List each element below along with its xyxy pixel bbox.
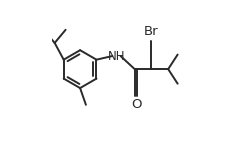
Text: NH: NH (108, 50, 125, 62)
Text: Br: Br (144, 25, 159, 38)
Text: O: O (131, 98, 141, 111)
